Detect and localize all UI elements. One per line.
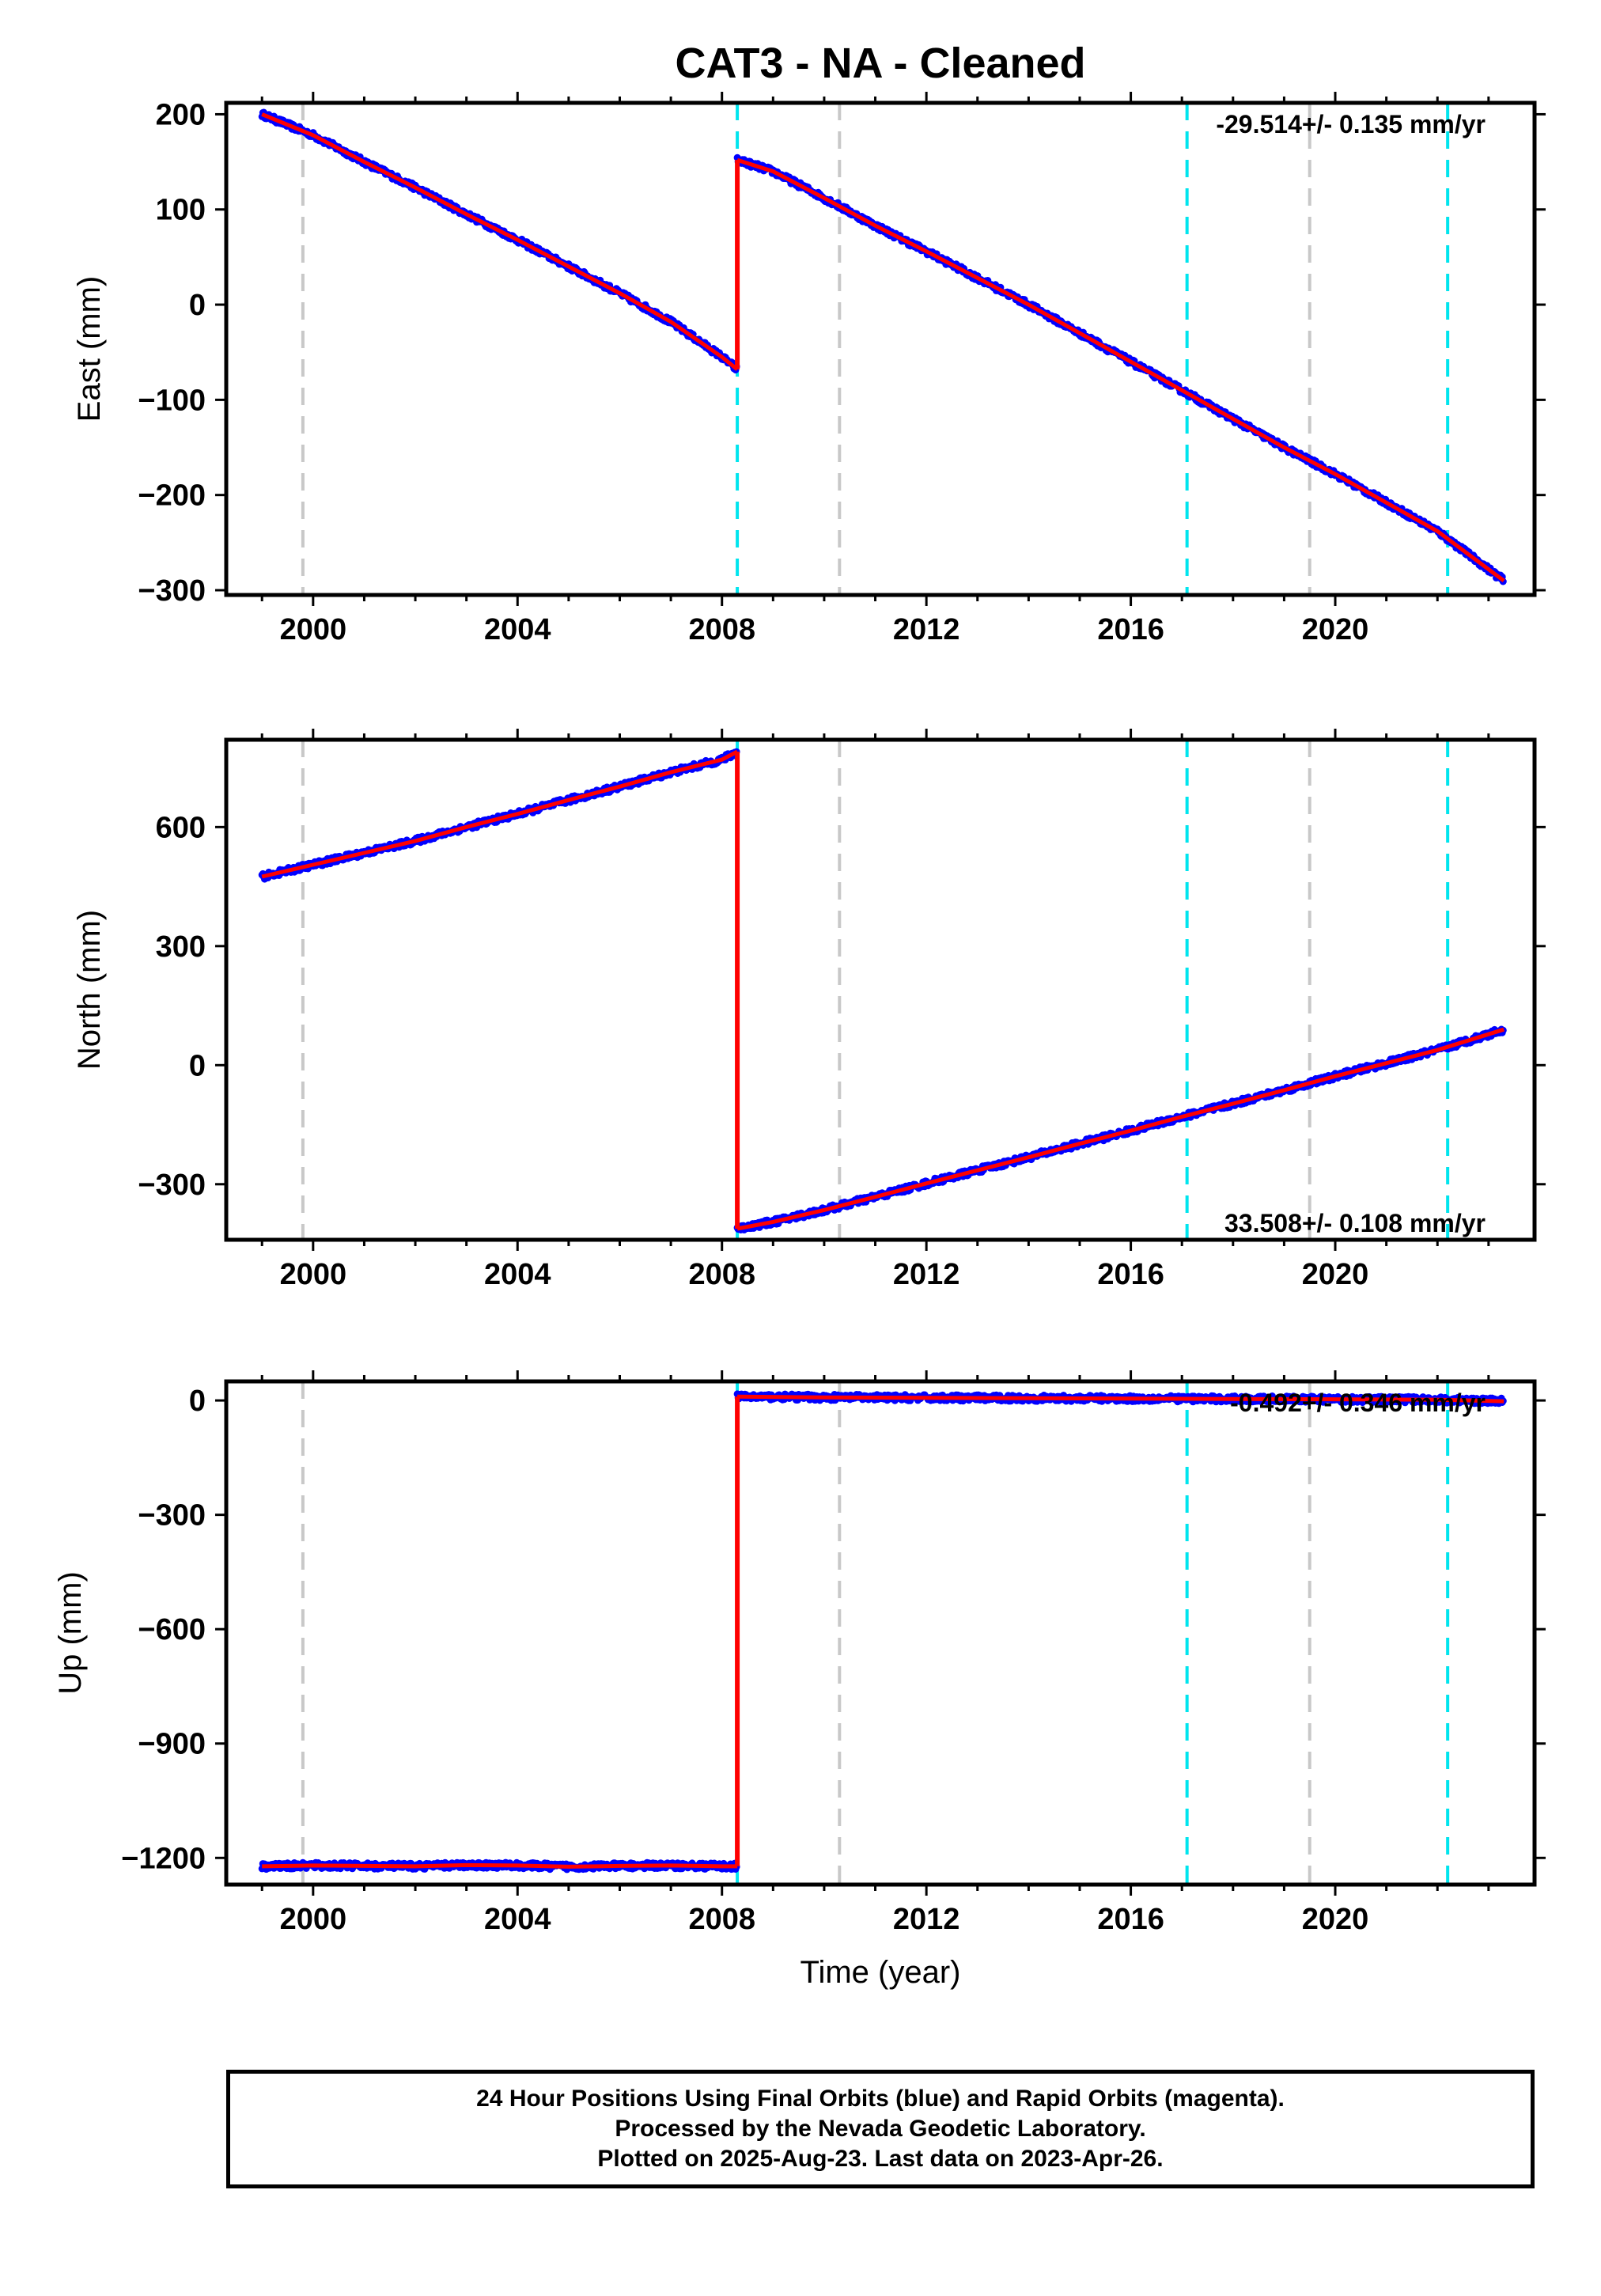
model-line-east — [261, 112, 739, 371]
x-tick-label: 2016 — [1097, 613, 1164, 646]
y-tick-label: −900 — [138, 1728, 206, 1761]
x-tick-label: 2012 — [893, 1903, 960, 1936]
y-axis-label: East (mm) — [72, 276, 107, 422]
y-tick-label: −600 — [138, 1613, 206, 1646]
panel-north: 2000 2004 2008 2012 2016 2020 −300 0 300 600 North… — [72, 729, 1546, 1291]
y-tick-label: 200 — [156, 98, 206, 131]
data-points-east — [733, 153, 1507, 585]
panel-up: 2000 2004 2008 2012 2016 2020 −1200 −900 −600 −30… — [53, 1370, 1546, 1990]
caption-line-1: 24 Hour Positions Using Final Orbits (bl… — [476, 2086, 1285, 2112]
y-tick-label: −300 — [138, 1499, 206, 1533]
x-axis-label: Time (year) — [800, 1955, 961, 1990]
plot-frame-north — [224, 737, 1537, 1242]
x-tick-label: 2016 — [1097, 1258, 1164, 1291]
y-tick-label: −300 — [138, 574, 206, 608]
y-axis-label: Up (mm) — [53, 1571, 88, 1695]
x-tick-label: 2020 — [1302, 613, 1369, 646]
model-line-up — [737, 1394, 1504, 1404]
x-tick-label: 2004 — [484, 1903, 551, 1936]
model-line-north — [261, 749, 739, 879]
panel-east: 2000 2004 2008 2012 2016 2020 −300 −200 −100 0 100… — [72, 40, 1546, 646]
x-tick-label: 2016 — [1097, 1903, 1164, 1936]
caption-box: 24 Hour Positions Using Final Orbits (bl… — [226, 2070, 1535, 2188]
x-tick-label: 2004 — [484, 1258, 551, 1291]
data-points-north — [733, 1025, 1507, 1233]
x-tick-label: 2012 — [893, 613, 960, 646]
x-tick-label: 2000 — [280, 1903, 347, 1936]
y-tick-label: 300 — [156, 930, 206, 964]
chart-title: CAT3 - NA - Cleaned — [675, 40, 1085, 87]
y-tick-label: 0 — [189, 1385, 206, 1418]
x-tick-label: 2012 — [893, 1258, 960, 1291]
caption-line-3: Plotted on 2025-Aug-23. Last data on 202… — [597, 2146, 1164, 2172]
y-tick-label: −200 — [138, 479, 206, 513]
rate-label-east: -29.514+/- 0.135 mm/yr — [1216, 110, 1486, 138]
x-tick-label: 2004 — [484, 613, 551, 646]
y-tick-label: 100 — [156, 194, 206, 227]
y-tick-label: 0 — [189, 1049, 206, 1082]
plot-frame-east — [224, 100, 1537, 597]
x-tick-label: 2000 — [280, 613, 347, 646]
y-tick-label: 0 — [189, 289, 206, 322]
model-line-north — [736, 1027, 1504, 1231]
caption-line-2: Processed by the Nevada Geodetic Laborat… — [615, 2116, 1146, 2142]
y-tick-label: 600 — [156, 811, 206, 844]
x-tick-label: 2020 — [1302, 1903, 1369, 1936]
x-tick-label: 2020 — [1302, 1258, 1369, 1291]
data-points-east — [258, 108, 740, 373]
x-tick-label: 2008 — [688, 1903, 755, 1936]
y-tick-label: −1200 — [121, 1842, 206, 1875]
y-axis-label: North (mm) — [72, 910, 107, 1070]
model-line-up — [262, 1862, 738, 1869]
x-tick-label: 2000 — [280, 1258, 347, 1291]
y-tick-label: −100 — [138, 384, 206, 417]
rate-label-north: 33.508+/- 0.108 mm/yr — [1224, 1209, 1486, 1237]
x-tick-label: 2008 — [688, 613, 755, 646]
rate-label-up: -0.492+/- 0.346 mm/yr — [1230, 1389, 1486, 1417]
model-line-east — [736, 157, 1505, 583]
y-tick-label: −300 — [138, 1169, 206, 1202]
plot-frame-up — [224, 1379, 1537, 1887]
x-tick-label: 2008 — [688, 1258, 755, 1291]
